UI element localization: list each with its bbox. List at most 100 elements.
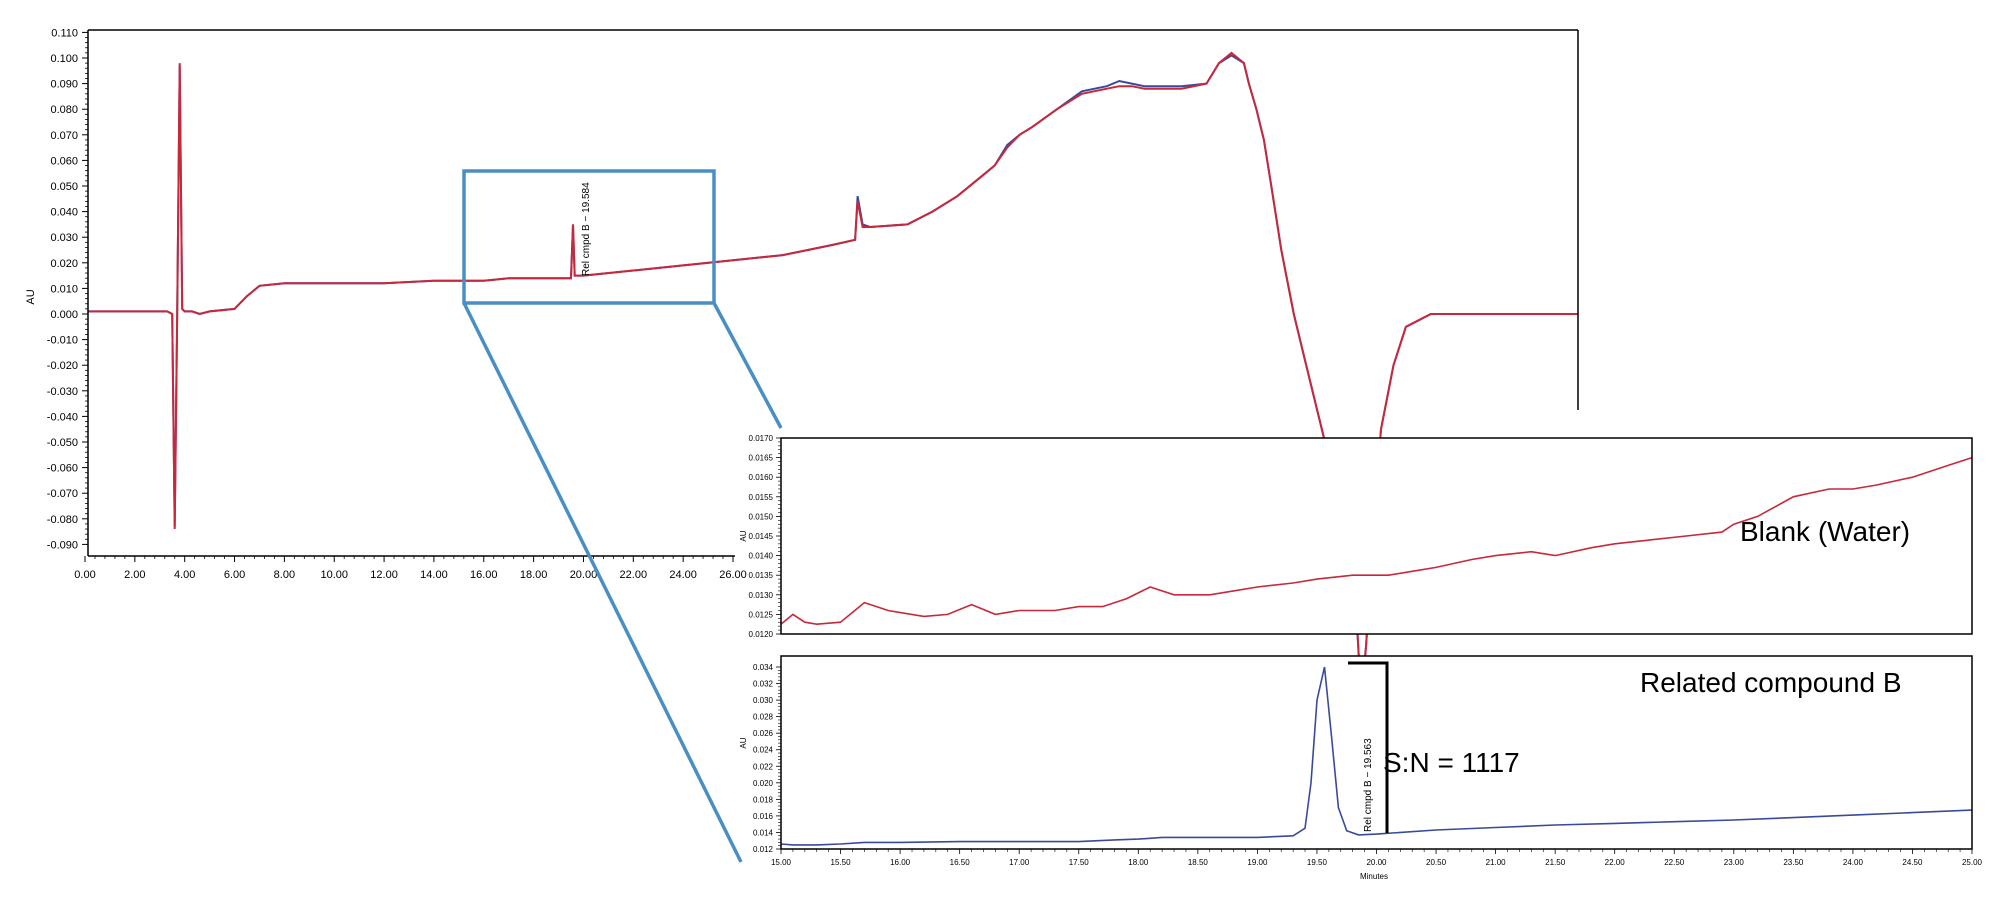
inset-x-tick-label: 20.50 <box>1426 858 1447 867</box>
inset-x-tick-label: 16.50 <box>950 858 971 867</box>
zoom-box <box>462 169 716 305</box>
main-y-tick-label: 0.080 <box>50 104 78 116</box>
main-x-tick-label: 24.00 <box>669 569 697 581</box>
inset-y-tick-label: 0.0150 <box>749 512 774 521</box>
sn-ratio-label: S:N = 1117 <box>1383 747 1520 778</box>
main-y-tick-label: -0.050 <box>47 437 78 449</box>
zoom-indicator <box>462 169 783 863</box>
inset-x-tick-label: 22.00 <box>1605 858 1626 867</box>
main-y-tick-label: 0.020 <box>50 258 78 270</box>
main-y-tick-label: 0.050 <box>50 181 78 193</box>
compound-title: Related compound B <box>1640 667 1902 698</box>
inset-y-tick-label: 0.016 <box>753 812 774 821</box>
inset-y-tick-label: 0.032 <box>753 680 774 689</box>
inset-x-tick-label: 21.50 <box>1545 858 1566 867</box>
main-chart: 0.110 0.100 0.090 0.080 0.070 0.060 0.050 0.040… <box>25 27 1579 699</box>
inset-y-tick-label: 0.0145 <box>749 532 774 541</box>
main-peak-annotation: Rel cmpd B − 19.584 <box>581 182 592 276</box>
blank-y-axis: 0.0170 0.0165 0.0160 0.0155 0.0150 0.0145 0.01… <box>749 434 781 639</box>
main-y-tick-label: -0.090 <box>47 539 78 551</box>
main-x-tick-label: 18.00 <box>520 569 548 581</box>
zoom-connector-top <box>712 302 783 429</box>
inset-y-tick-label: 0.034 <box>753 663 774 672</box>
inset-y-tick-label: 0.028 <box>753 713 774 722</box>
inset-compound-background <box>781 656 1972 849</box>
main-y-tick-label: 0.040 <box>50 207 78 219</box>
inset-x-tick-label: 18.00 <box>1128 858 1149 867</box>
inset-y-tick-label: 0.026 <box>753 729 774 738</box>
inset-y-tick-label: 0.012 <box>753 845 774 854</box>
inset-x-tick-label: 17.50 <box>1069 858 1090 867</box>
main-x-tick-label: 26.00 <box>719 569 747 581</box>
inset-x-tick-label: 23.00 <box>1724 858 1745 867</box>
main-y-tick-label: 0.070 <box>50 130 78 142</box>
main-x-axis: 0.00 2.00 4.00 6.00 8.00 10.00 12.00 14.00 16.00… <box>74 555 747 581</box>
main-y-tick-label: 0.060 <box>50 155 78 167</box>
inset-y-tick-label: 0.0165 <box>749 454 774 463</box>
main-x-tick-label: 16.00 <box>470 569 498 581</box>
inset-y-tick-label: 0.0170 <box>749 434 774 443</box>
sn-bracket <box>1348 661 1389 833</box>
main-y-tick-label: 0.010 <box>50 283 78 295</box>
compound-x-axis-title: Minutes <box>1360 872 1388 881</box>
inset-y-tick-label: 0.0155 <box>749 493 774 502</box>
compound-x-axis: 15.00 15.50 16.00 16.50 17.00 17.50 18.00 18.50… <box>771 849 1983 867</box>
inset-x-tick-label: 18.50 <box>1188 858 1209 867</box>
inset-series-1 <box>780 666 1973 846</box>
main-y-tick-label: -0.060 <box>47 463 78 475</box>
inset-y-tick-label: 0.024 <box>753 746 774 755</box>
inset-y-tick-label: 0.018 <box>753 795 774 804</box>
main-x-tick-label: 12.00 <box>370 569 398 581</box>
inset-y-tick-label: 0.0120 <box>749 630 774 639</box>
main-y-tick-label: -0.080 <box>47 514 78 526</box>
inset-x-tick-label: 19.50 <box>1307 858 1328 867</box>
zoom-connector-bottom <box>462 302 743 863</box>
inset-x-tick-label: 22.50 <box>1664 858 1685 867</box>
inset-y-tick-label: 0.0135 <box>749 571 774 580</box>
main-x-tick-label: 22.00 <box>620 569 648 581</box>
main-x-tick-label: 4.00 <box>174 569 195 581</box>
inset-x-tick-label: 21.00 <box>1486 858 1507 867</box>
inset-series-1 <box>780 456 1973 626</box>
main-y-tick-label: 0.100 <box>50 53 78 65</box>
inset-x-tick-label: 25.00 <box>1962 858 1983 867</box>
inset-x-tick-label: 24.50 <box>1902 858 1923 867</box>
main-y-tick-label: -0.010 <box>47 335 78 347</box>
inset-blank-chart: 0.0170 0.0165 0.0160 0.0155 0.0150 0.0145 0.01… <box>739 434 1973 639</box>
main-y-axis: 0.110 0.100 0.090 0.080 0.070 0.060 0.050 0.040… <box>47 27 89 556</box>
inset-y-tick-label: 0.014 <box>753 828 774 837</box>
blank-trace <box>780 456 1973 626</box>
main-x-tick-label: 10.00 <box>320 569 348 581</box>
main-x-tick-label: 2.00 <box>124 569 145 581</box>
main-x-tick-label: 20.00 <box>570 569 598 581</box>
inset-x-tick-label: 24.00 <box>1843 858 1864 867</box>
inset-x-tick-label: 19.00 <box>1247 858 1268 867</box>
blank-y-axis-title: AU <box>739 530 748 541</box>
main-y-tick-label: -0.070 <box>47 488 78 500</box>
inset-x-tick-label: 17.00 <box>1009 858 1030 867</box>
inset-x-tick-label: 16.00 <box>890 858 911 867</box>
inset-y-tick-label: 0.0140 <box>749 552 774 561</box>
main-x-tick-label: 8.00 <box>274 569 295 581</box>
main-y-tick-label: -0.020 <box>47 360 78 372</box>
inset-y-tick-label: 0.030 <box>753 696 774 705</box>
inset-y-tick-label: 0.0160 <box>749 473 774 482</box>
compound-y-axis-title: AU <box>739 737 748 748</box>
main-y-tick-label: -0.030 <box>47 386 78 398</box>
inset-y-tick-label: 0.0125 <box>749 610 774 619</box>
main-x-tick-label: 14.00 <box>420 569 448 581</box>
inset-x-tick-label: 23.50 <box>1783 858 1804 867</box>
compound-trace <box>780 666 1973 846</box>
inset-y-tick-label: 0.022 <box>753 762 774 771</box>
inset-y-tick-label: 0.020 <box>753 779 774 788</box>
blank-title: Blank (Water) <box>1740 516 1910 547</box>
inset-blank-background <box>781 438 1972 634</box>
main-y-axis-title: AU <box>25 289 37 304</box>
compound-y-axis: 0.034 0.032 0.030 0.028 0.026 0.024 0.022 0.020… <box>753 663 781 854</box>
inset-x-tick-label: 15.50 <box>831 858 852 867</box>
main-y-tick-label: 0.090 <box>50 79 78 91</box>
inset-x-tick-label: 20.00 <box>1366 858 1387 867</box>
main-y-tick-label: 0.110 <box>51 27 78 39</box>
compound-peak-annotation: Rel cmpd B − 19.563 <box>1363 738 1374 832</box>
